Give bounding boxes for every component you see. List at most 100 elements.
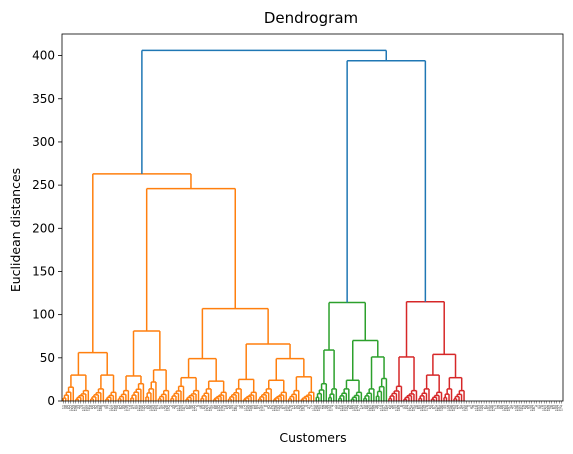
- x-leaf-label: 123: [502, 405, 506, 411]
- y-tick-label: 100: [32, 308, 55, 322]
- x-leaf-label: 108: [515, 405, 519, 411]
- x-leaf-label: 21: [387, 405, 391, 409]
- x-leaf-label: 94: [460, 405, 464, 409]
- x-leaf-label: 135: [192, 405, 196, 411]
- x-leaf-label: 44: [334, 405, 338, 409]
- x-leaf-label: 139: [422, 405, 426, 411]
- x-axis-leaves: 1148851221591963370107144181185592129166…: [61, 401, 564, 411]
- x-leaf-label: 61: [187, 405, 191, 409]
- x-leaf-label: 129: [96, 405, 100, 411]
- x-leaf-label: 173: [126, 405, 130, 411]
- x-leaf-label: 125: [367, 405, 371, 411]
- x-leaf-label: 24: [184, 405, 188, 409]
- dendrogram-links: [62, 49, 465, 401]
- x-leaf-label: 1: [237, 405, 241, 407]
- x-leaf-label: 154: [409, 405, 413, 411]
- x-leaf-label: 187: [181, 405, 185, 411]
- x-leaf-label: 91: [161, 405, 165, 409]
- x-leaf-label: 170: [329, 405, 333, 411]
- x-leaf-label: 120: [204, 405, 208, 411]
- x-leaf-label: 48: [64, 405, 68, 409]
- x-leaf-label: 194: [209, 405, 213, 411]
- x-leaf-label: 169: [397, 405, 401, 411]
- x-leaf-label: 95: [392, 405, 396, 409]
- x-leaf-label: 32: [144, 405, 148, 409]
- x-axis-label: Customers: [279, 430, 346, 445]
- plot-frame: [61, 33, 564, 402]
- x-leaf-label: 22: [319, 405, 323, 409]
- x-leaf-label: 124: [434, 405, 438, 411]
- x-leaf-label: 172: [194, 405, 198, 411]
- x-leaf-label: 81: [337, 405, 341, 409]
- x-leaf-label: 131: [462, 405, 466, 411]
- x-leaf-label: 92: [94, 405, 98, 409]
- y-tick-label: 200: [32, 221, 55, 235]
- x-leaf-label: 189: [547, 405, 551, 411]
- x-leaf-label: 35: [442, 405, 446, 409]
- x-leaf-label: 111: [312, 405, 316, 411]
- x-leaf-label: 0: [304, 405, 308, 407]
- x-leaf-label: 155: [342, 405, 346, 411]
- y-tick-label: 50: [40, 351, 55, 365]
- x-leaf-label: 167: [532, 405, 536, 411]
- x-leaf-label: 198: [440, 405, 444, 411]
- y-tick-label: 350: [32, 92, 55, 106]
- x-leaf-label: 143: [151, 405, 155, 411]
- x-leaf-label: 53: [227, 405, 231, 409]
- x-leaf-label: 148: [314, 405, 318, 411]
- x-leaf-label: 60: [254, 405, 258, 409]
- x-leaf-label: 183: [452, 405, 456, 411]
- x-leaf-label: 127: [232, 405, 236, 411]
- x-leaf-label: 163: [302, 405, 306, 411]
- x-leaf-label: 63: [552, 405, 556, 409]
- x-leaf-label: 57: [457, 405, 461, 409]
- x-leaf-label: 84: [134, 405, 138, 409]
- x-leaf-label: 115: [542, 405, 546, 411]
- x-leaf-label: 85: [66, 405, 70, 409]
- x-leaf-label: 126: [299, 405, 303, 411]
- x-leaf-label: 72: [445, 405, 449, 409]
- x-leaf-label: 14: [359, 405, 363, 409]
- x-leaf-label: 199: [372, 405, 376, 411]
- x-leaf-label: 13: [427, 405, 431, 409]
- x-leaf-label: 168: [465, 405, 469, 411]
- x-leaf-label: 197: [507, 405, 511, 411]
- x-leaf-label: 99: [121, 405, 125, 409]
- y-axis: 0 50 100 150 200 250 300 350 400: [32, 49, 62, 408]
- x-leaf-label: 50: [429, 405, 433, 409]
- x-leaf-label: 66: [349, 405, 353, 409]
- x-leaf-label: 77: [106, 405, 110, 409]
- x-leaf-label: 68: [214, 405, 218, 409]
- x-leaf-label: 164: [234, 405, 238, 411]
- x-leaf-label: 2: [169, 405, 173, 407]
- x-leaf-label: 54: [159, 405, 163, 409]
- x-leaf-label: 158: [139, 405, 143, 411]
- x-leaf-label: 76: [174, 405, 178, 409]
- x-leaf-label: 9: [197, 405, 201, 407]
- x-leaf-label: 176: [424, 405, 428, 411]
- x-leaf-label: 82: [269, 405, 273, 409]
- x-leaf-label: 107: [81, 405, 85, 411]
- x-leaf-label: 43: [402, 405, 406, 409]
- x-leaf-label: 40: [104, 405, 108, 409]
- x-leaf-label: 138: [490, 405, 494, 411]
- x-leaf-label: 5: [467, 405, 471, 407]
- x-leaf-label: 29: [347, 405, 351, 409]
- x-leaf-label: 137: [557, 405, 561, 411]
- x-leaf-label: 73: [377, 405, 381, 409]
- x-leaf-label: 153: [477, 405, 481, 411]
- x-leaf-label: 27: [482, 405, 486, 409]
- x-leaf-label: 67: [282, 405, 286, 409]
- x-leaf-label: 180: [154, 405, 158, 411]
- x-leaf-label: 18: [89, 405, 93, 409]
- x-leaf-label: 55: [91, 405, 95, 409]
- x-leaf-label: 39: [171, 405, 175, 409]
- x-leaf-label: 156: [274, 405, 278, 411]
- x-leaf-label: 150: [179, 405, 183, 411]
- x-leaf-label: 112: [244, 405, 248, 411]
- x-leaf-label: 157: [207, 405, 211, 411]
- x-leaf-label: 17: [156, 405, 160, 409]
- x-leaf-label: 71: [512, 405, 516, 409]
- x-leaf-label: 47: [131, 405, 135, 409]
